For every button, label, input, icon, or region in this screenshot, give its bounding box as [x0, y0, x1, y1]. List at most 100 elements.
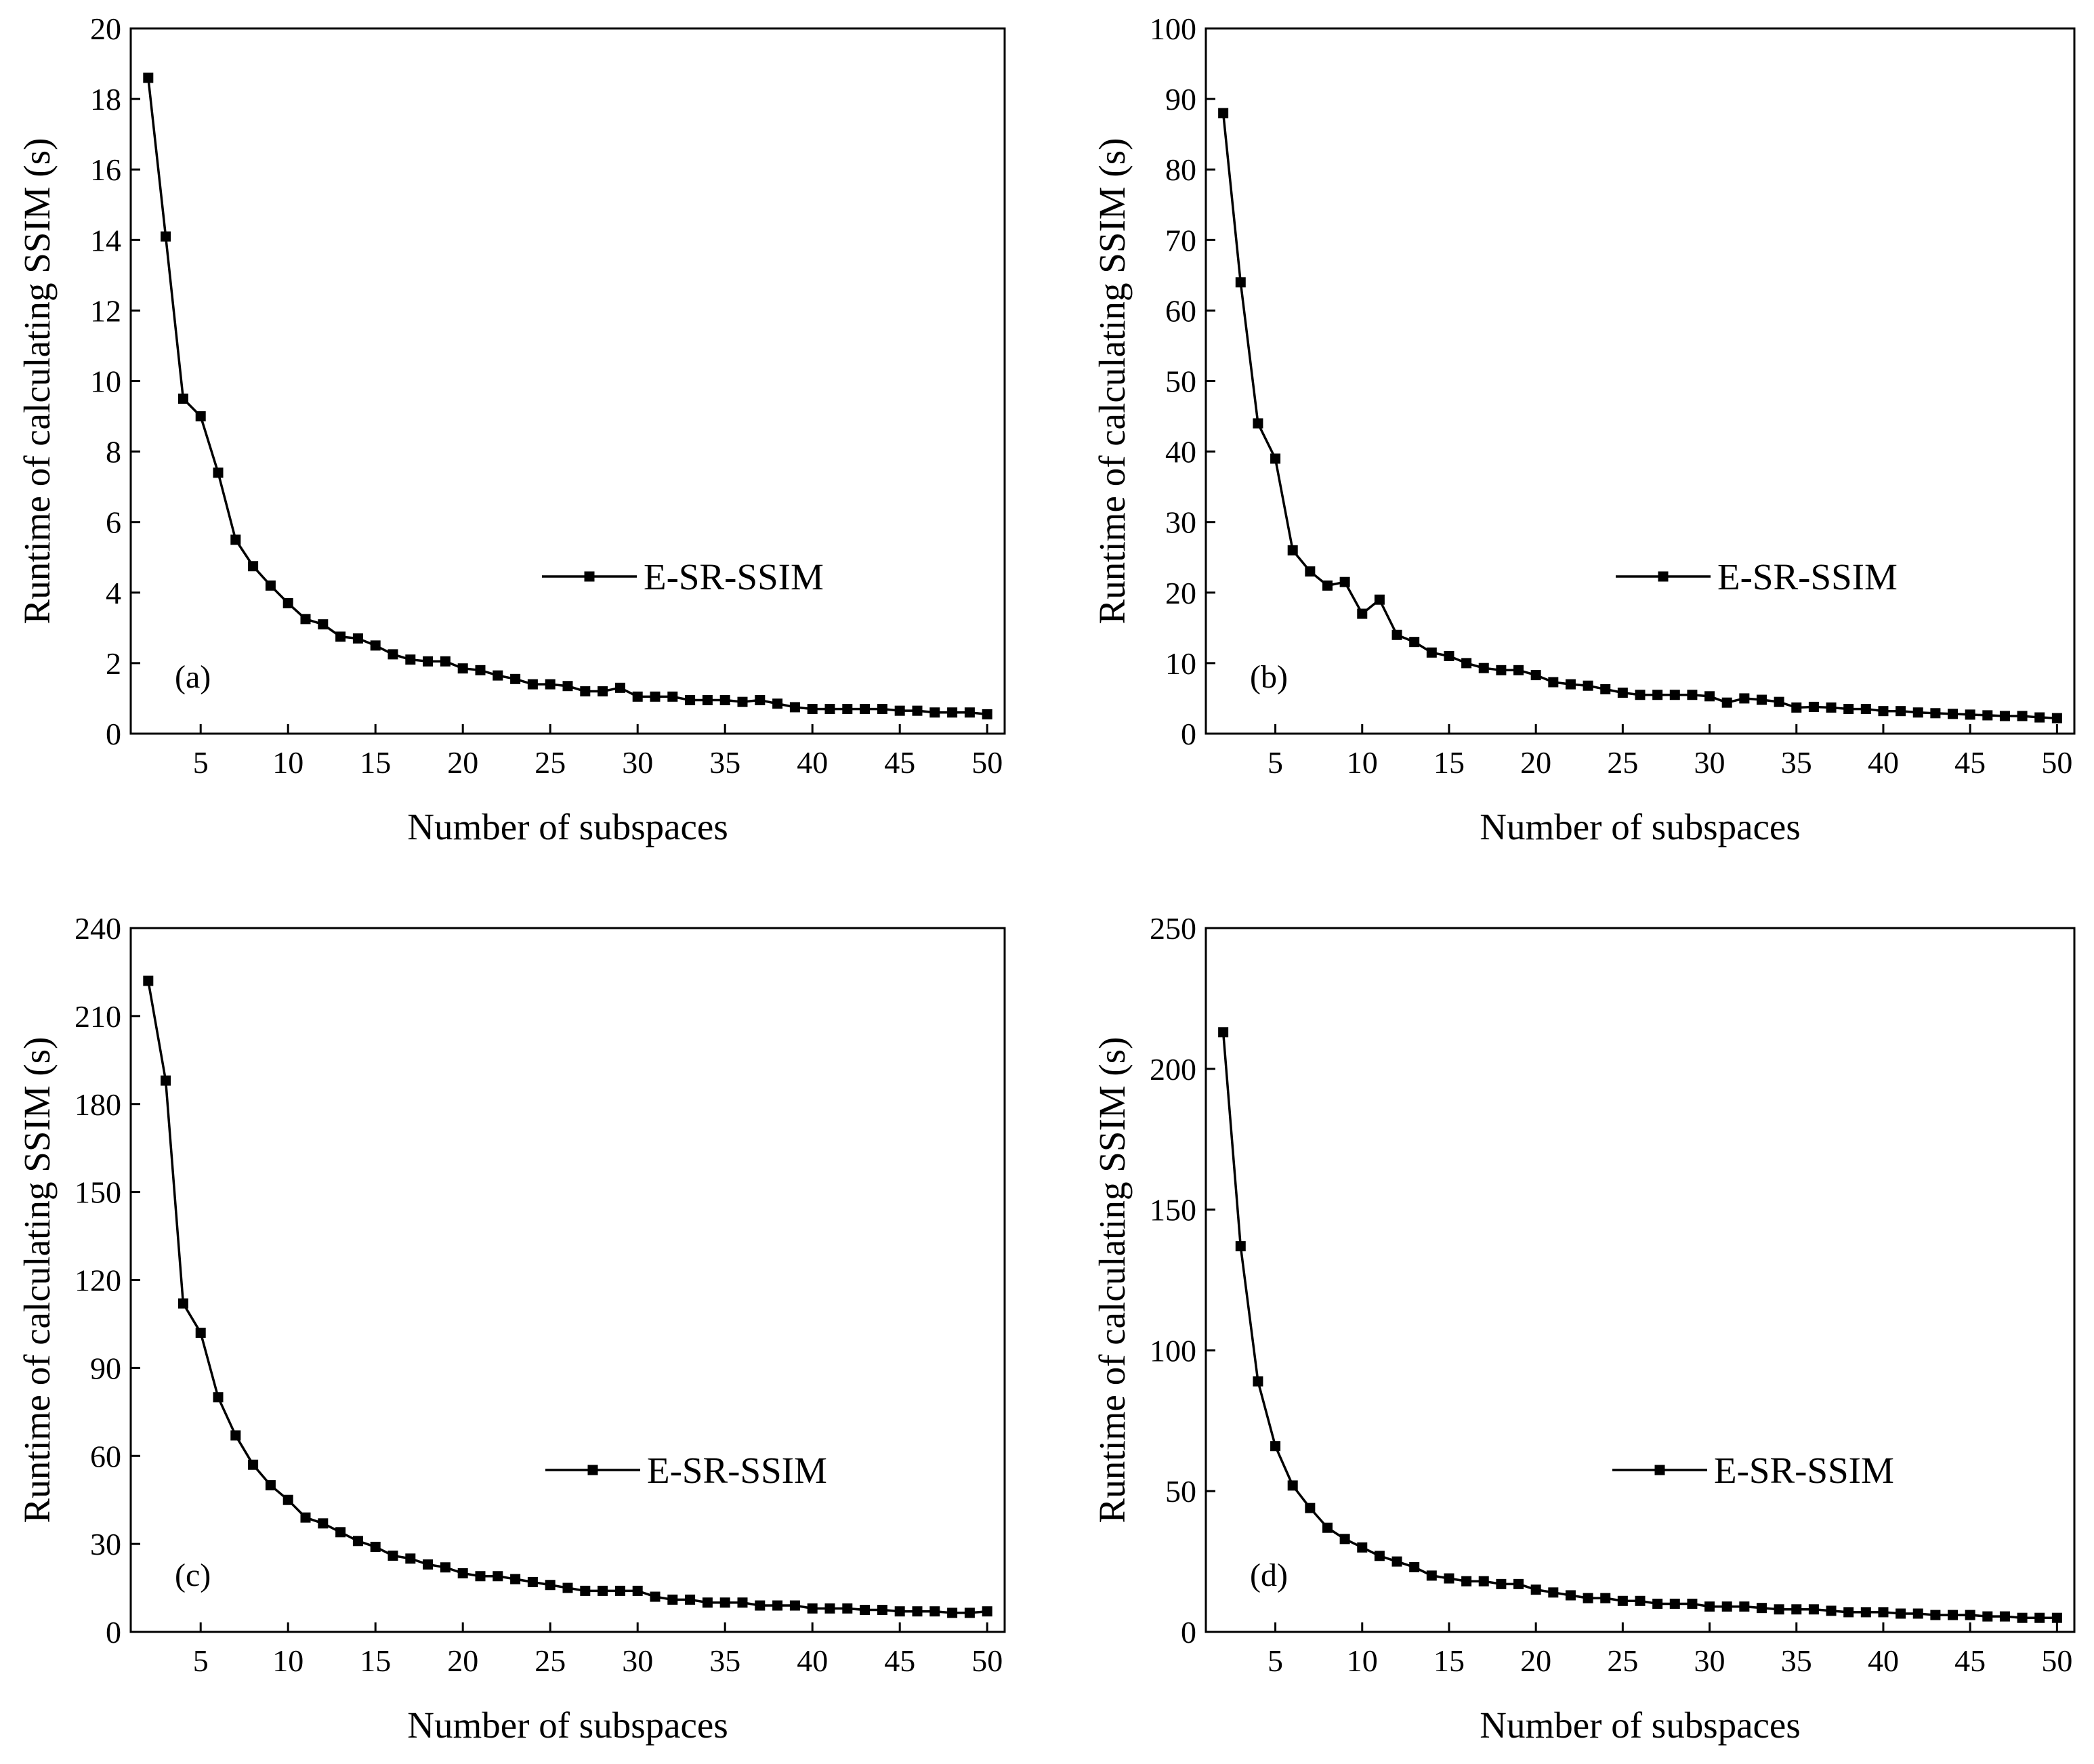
data-point: [1669, 1598, 1680, 1609]
data-point: [475, 1571, 486, 1582]
data-point: [1409, 637, 1420, 648]
data-point: [1391, 629, 1402, 640]
chart-panel-4: 0 50 100 150 200 250 5 10 15 20 25 30 35 40 45 50 Number…: [1091, 911, 2076, 1746]
y-tick-label: 180: [75, 1087, 121, 1122]
data-point: [230, 1430, 241, 1441]
data-point: [1374, 1551, 1385, 1561]
series-line: [147, 77, 988, 716]
x-tick-label: 15: [360, 1643, 391, 1678]
data-point: [1791, 1604, 1802, 1615]
data-point: [1583, 1593, 1593, 1603]
data-point: [1774, 1604, 1784, 1615]
chart-panel-2: 0 10 20 30 40 50 60 70 80 90 100 5 10 15 20 25 30 35 40 45 5…: [1091, 12, 2076, 847]
legend-label: E-SR-SSIM: [1717, 556, 1898, 597]
data-point: [667, 1594, 678, 1605]
x-tick-label: 5: [193, 745, 209, 780]
data-point: [1461, 1576, 1472, 1587]
data-point: [1513, 665, 1524, 675]
data-point: [1391, 1556, 1402, 1567]
y-tick-label: 210: [75, 999, 121, 1034]
data-point: [789, 1600, 800, 1611]
data-point: [1896, 706, 1906, 717]
x-tick-label: 40: [797, 745, 828, 780]
data-point: [1912, 1608, 1923, 1619]
chart-panel-3: 0 30 60 90 120 150 180 210 240 5 10 15 20 25 30 35 40 45 5…: [16, 911, 1006, 1746]
x-tick-label: 15: [360, 745, 391, 780]
data-point: [772, 698, 783, 709]
data-point: [824, 1603, 835, 1614]
data-point: [1600, 1593, 1611, 1603]
data-point: [1287, 545, 1298, 555]
data-point: [1965, 1610, 1975, 1620]
data-point: [598, 686, 608, 697]
x-tick-label: 10: [1347, 1643, 1378, 1678]
data-point: [737, 696, 748, 707]
series-line: [147, 980, 988, 1614]
x-axis-title: Number of subspaces: [1480, 806, 1801, 847]
x-tick-label: 5: [1268, 1643, 1283, 1678]
data-point: [300, 614, 311, 625]
x-tick-label: 5: [1268, 745, 1283, 780]
data-point: [457, 1568, 468, 1578]
data-point: [685, 1594, 696, 1605]
legend-marker: [587, 1465, 598, 1475]
data-point: [440, 656, 451, 667]
data-point: [1444, 1573, 1454, 1584]
data-point: [2051, 1612, 2062, 1623]
y-axis-title: Runtime of calculating SSIM (s): [1091, 1037, 1133, 1524]
data-point: [929, 707, 940, 718]
x-tick-label: 50: [2041, 1643, 2072, 1678]
x-tick-label: 45: [884, 1643, 915, 1678]
data-point: [1461, 658, 1472, 669]
data-point: [1721, 1601, 1732, 1612]
data-point: [1669, 690, 1680, 700]
x-tick-label: 20: [1520, 1643, 1551, 1678]
data-point: [562, 681, 573, 692]
legend-marker: [1658, 571, 1669, 582]
data-point: [1357, 608, 1368, 619]
data-point: [335, 631, 346, 642]
panel-label: (c): [175, 1557, 211, 1593]
data-point: [1930, 708, 1941, 719]
data-point: [195, 1327, 206, 1338]
data-point: [1652, 690, 1663, 700]
x-axis-title: Number of subspaces: [407, 806, 728, 847]
y-tick-label: 0: [106, 717, 121, 751]
data-point: [1218, 1027, 1229, 1038]
data-point: [1600, 684, 1611, 694]
data-point: [493, 670, 503, 681]
data-point: [177, 1298, 188, 1309]
x-tick-label: 25: [535, 745, 566, 780]
x-tick-label: 10: [272, 1643, 303, 1678]
x-tick-label: 25: [535, 1643, 566, 1678]
y-tick-label: 10: [90, 364, 121, 399]
y-axis-title: Runtime of calculating SSIM (s): [1091, 138, 1133, 625]
data-point: [1721, 697, 1732, 708]
plot-frame: [129, 927, 1006, 1633]
data-point: [510, 673, 521, 684]
y-tick-label: 20: [1165, 576, 1196, 610]
data-point: [370, 640, 381, 651]
y-tick-label: 40: [1165, 435, 1196, 469]
data-point: [1704, 1601, 1715, 1612]
y-tick-label: 70: [1165, 223, 1196, 257]
data-point: [1478, 1576, 1489, 1587]
data-point: [580, 686, 591, 697]
data-point: [213, 1392, 224, 1403]
x-tick-label: 50: [971, 745, 1003, 780]
data-point: [1878, 1607, 1889, 1618]
data-point: [1322, 1522, 1333, 1533]
y-tick-label: 8: [106, 435, 121, 469]
y-axis-title: Runtime of calculating SSIM (s): [16, 1037, 58, 1524]
x-tick-label: 20: [447, 745, 478, 780]
data-point: [2051, 713, 2062, 723]
data-point: [1496, 665, 1507, 675]
y-tick-label: 30: [1165, 505, 1196, 540]
data-point: [860, 704, 871, 715]
data-point: [1409, 1561, 1420, 1572]
data-point: [388, 1550, 398, 1561]
data-point: [1235, 277, 1246, 288]
data-point: [1999, 1611, 2010, 1622]
x-tick-label: 50: [971, 1643, 1003, 1678]
